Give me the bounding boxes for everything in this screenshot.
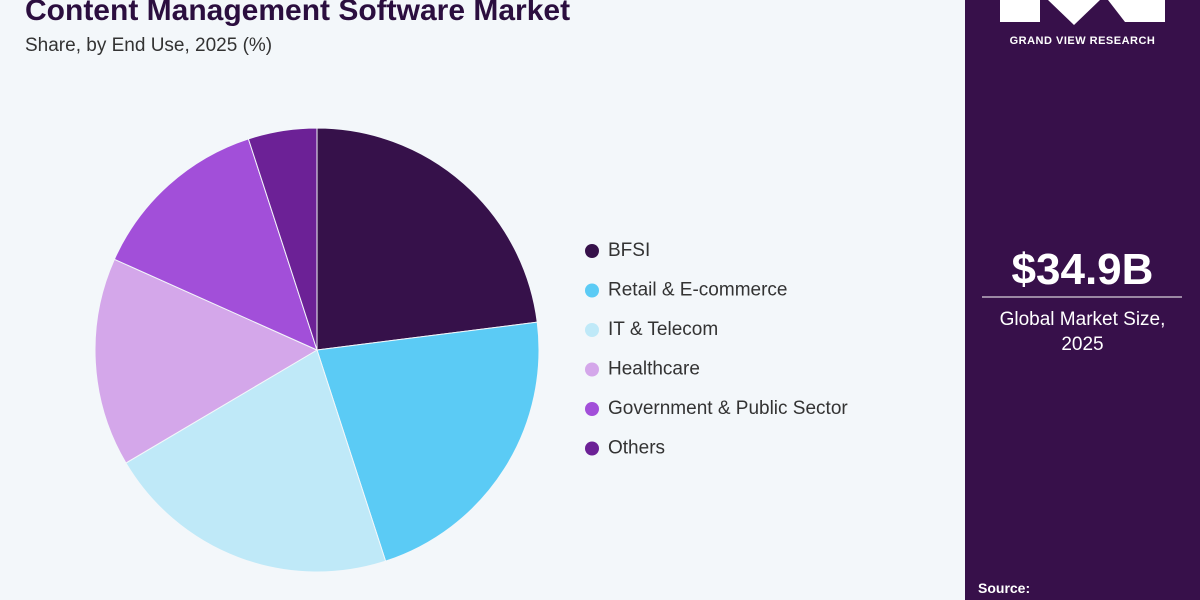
pie-slice (125, 349, 387, 573)
legend-marker (585, 323, 599, 337)
pie-slice (316, 321, 540, 562)
pie-slice (94, 258, 319, 464)
legend-marker (585, 402, 599, 416)
source-label: Source: (978, 580, 1031, 596)
legend-label: Retail & E-commerce (608, 280, 788, 301)
legend-label: IT & Telecom (608, 319, 718, 340)
pie-slice (247, 127, 318, 351)
legend-label: Government & Public Sector (608, 398, 848, 419)
pie-slice (316, 127, 538, 351)
legend-label: Others (608, 438, 665, 459)
legend-marker (585, 441, 599, 456)
sidebar-background (965, 0, 1200, 600)
legend-marker (585, 244, 599, 258)
chart-title: Content Management Software Market (25, 0, 570, 27)
brand-name: GRAND VIEW RESEARCH (1009, 35, 1156, 47)
legend-marker (585, 283, 599, 298)
legend-label: Healthcare (608, 359, 700, 380)
market-size: $34.9B (1011, 245, 1154, 294)
legend-marker (585, 362, 599, 377)
market-size-label: Global Market Size, 2025 (999, 309, 1166, 355)
chart-subtitle: Share, by End Use, 2025 (%) (25, 35, 272, 56)
pie-slice (113, 138, 318, 351)
brand-logo (1000, 0, 1165, 25)
legend-label: BFSI (608, 240, 650, 261)
